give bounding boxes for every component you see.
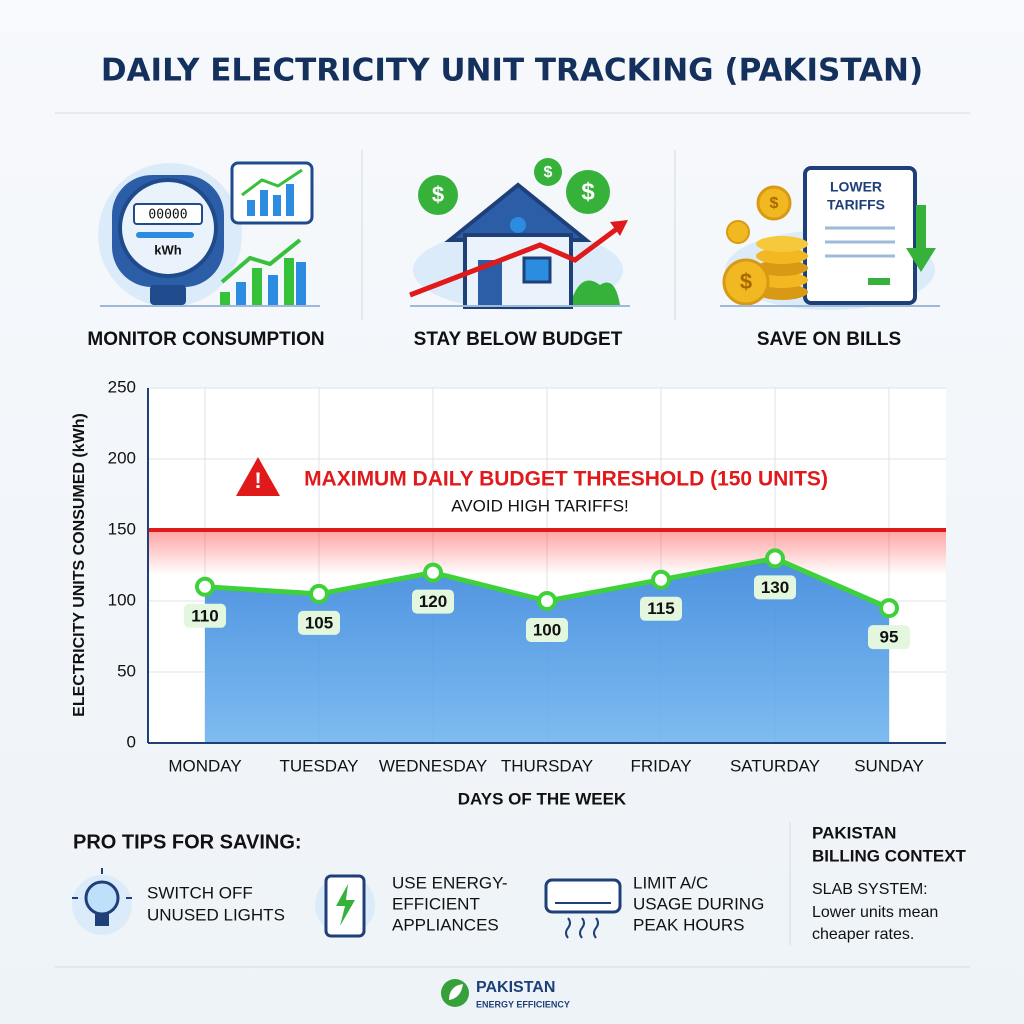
- feature-label: SAVE ON BILLS: [757, 329, 901, 350]
- data-label-box: [754, 575, 796, 600]
- dollar-sign: $: [770, 195, 779, 212]
- context-title: BILLING CONTEXT: [812, 846, 967, 865]
- marker: [765, 548, 785, 569]
- document-text: LOWER: [830, 179, 882, 195]
- y-tick-label: 150: [108, 519, 136, 538]
- marker: [651, 569, 671, 590]
- y-tick-label: 250: [108, 377, 136, 396]
- data-label: 110: [191, 606, 218, 625]
- footer-name: PAKISTAN: [476, 979, 555, 996]
- tip-text: PEAK HOURS: [633, 915, 744, 934]
- x-tick-label: SATURDAY: [730, 756, 820, 775]
- chart: 0 50 100 150 200 250 MONDAY TUESDAY WEDNESDAY THU…: [108, 377, 946, 775]
- data-label: 130: [761, 578, 789, 597]
- data-label: 100: [533, 620, 561, 639]
- x-tick-label: MONDAY: [168, 756, 241, 775]
- tip-text: EFFICIENT: [392, 894, 480, 913]
- marker: [537, 591, 557, 611]
- x-tick-label: WEDNESDAY: [379, 756, 487, 775]
- tip-text: LIMIT A/C: [633, 873, 708, 892]
- data-label: 105: [305, 613, 333, 632]
- x-axis-label: DAYS OF THE WEEK: [458, 789, 627, 808]
- ac-icon: [544, 878, 622, 939]
- tip-text: UNUSED LIGHTS: [147, 905, 285, 924]
- context-text: Lower units mean: [812, 904, 938, 921]
- data-label: 115: [647, 599, 674, 618]
- threshold-glow: [148, 530, 946, 575]
- data-label: 120: [419, 592, 447, 611]
- bulb-icon: [72, 868, 132, 935]
- warning-mark: !: [254, 468, 261, 493]
- area: [205, 558, 889, 743]
- marker: [423, 562, 443, 583]
- tip-text: USE ENERGY-: [392, 873, 508, 892]
- footer-tagline: ENERGY EFFICIENCY: [476, 999, 570, 1009]
- tip-text: APPLIANCES: [392, 915, 499, 934]
- appliance-icon: [315, 874, 375, 938]
- data-label: 95: [880, 628, 899, 647]
- warning-icon: [236, 457, 280, 496]
- y-tick-label: 200: [108, 448, 136, 467]
- y-tick-label: 100: [108, 590, 136, 609]
- dollar-sign: $: [581, 178, 595, 205]
- x-tick-label: THURSDAY: [501, 756, 593, 775]
- context-title: PAKISTAN: [812, 823, 896, 842]
- dollar-sign: $: [544, 164, 553, 181]
- meter-icon: 00000 kWh: [98, 161, 320, 307]
- tip-text: SWITCH OFF: [147, 883, 253, 902]
- x-tick-label: FRIDAY: [630, 756, 691, 775]
- feature-label: MONITOR CONSUMPTION: [87, 329, 324, 350]
- data-label-box: [868, 625, 910, 650]
- y-tick-label: 0: [127, 732, 136, 751]
- data-label-box: [526, 618, 568, 642]
- marker: [195, 576, 215, 597]
- y-axis-label: ELECTRICITY UNITS CONSUMED (kWh): [71, 413, 88, 717]
- tips-title: PRO TIPS FOR SAVING:: [73, 831, 302, 853]
- x-tick-label: SUNDAY: [854, 756, 924, 775]
- threshold-label: MAXIMUM DAILY BUDGET THRESHOLD (150 UNIT…: [304, 468, 828, 491]
- meter-reading: 00000: [148, 208, 187, 223]
- context-subtitle: SLAB SYSTEM:: [812, 881, 928, 898]
- document-text: TARIFFS: [827, 197, 885, 213]
- marker: [879, 598, 899, 619]
- dollar-sign: $: [740, 269, 752, 294]
- data-label-box: [184, 603, 226, 628]
- footer-logo: [441, 979, 469, 1007]
- data-label-box: [640, 596, 682, 621]
- x-tick-label: TUESDAY: [279, 756, 358, 775]
- data-label-box: [412, 589, 454, 614]
- dollar-sign: $: [432, 182, 444, 207]
- meter-unit: kWh: [154, 242, 182, 257]
- tip-text: USAGE DURING: [633, 894, 764, 913]
- y-tick-label: 50: [117, 661, 136, 680]
- marker: [309, 583, 329, 604]
- page-title: DAILY ELECTRICITY UNIT TRACKING (PAKISTA…: [101, 53, 923, 89]
- house-icon: $ $ $: [409, 158, 630, 310]
- feature-label: STAY BELOW BUDGET: [414, 329, 623, 350]
- data-label-box: [298, 610, 340, 635]
- context-text: cheaper rates.: [812, 926, 914, 943]
- bill-icon: LOWER TARIFFS $ $: [720, 166, 940, 310]
- threshold-note: AVOID HIGH TARIFFS!: [451, 496, 629, 515]
